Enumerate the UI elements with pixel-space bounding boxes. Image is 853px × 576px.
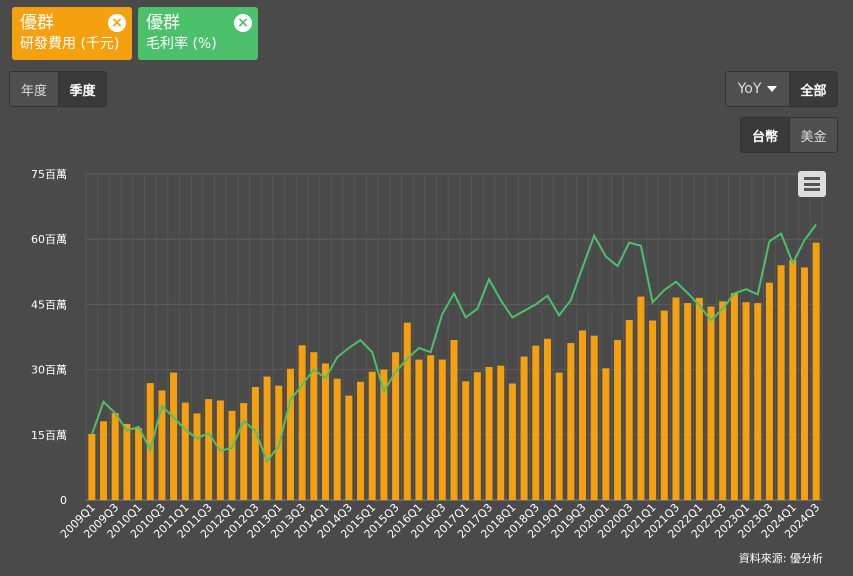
rd-expense-bar[interactable]: [508, 383, 516, 500]
rd-expense-bar[interactable]: [228, 410, 236, 500]
twd-button[interactable]: 台幣: [741, 118, 789, 152]
rd-expense-bar[interactable]: [637, 296, 645, 500]
chip-company-name: 優群: [20, 13, 54, 33]
rd-expense-bar[interactable]: [789, 260, 797, 500]
rd-expense-bar[interactable]: [473, 372, 481, 500]
rd-expense-bar[interactable]: [251, 386, 259, 500]
rd-expense-bar[interactable]: [485, 366, 493, 500]
rd-expense-bar[interactable]: [754, 303, 762, 500]
usd-button[interactable]: 美金: [789, 118, 837, 152]
rd-expense-bar[interactable]: [462, 381, 470, 500]
y-tick-label: 45百萬: [31, 298, 67, 311]
hamburger-menu-icon[interactable]: [798, 171, 826, 197]
rd-expense-bar[interactable]: [263, 376, 271, 500]
rd-expense-bar[interactable]: [800, 267, 808, 500]
rd-expense-bar[interactable]: [520, 356, 528, 500]
rd-expense-bar[interactable]: [602, 368, 610, 500]
rd-expense-bar[interactable]: [205, 399, 213, 500]
rd-expense-bar[interactable]: [240, 403, 248, 500]
rd-expense-bar[interactable]: [450, 340, 458, 500]
rd-expense-bar[interactable]: [333, 378, 341, 500]
rd-expense-bar[interactable]: [567, 343, 575, 500]
rd-expense-bar[interactable]: [146, 383, 154, 500]
chip-metric-label: 毛利率 (%): [146, 36, 217, 52]
gross-margin-line: [90, 223, 818, 464]
rd-expense-bar[interactable]: [111, 413, 119, 500]
rd-expense-bar[interactable]: [812, 242, 820, 500]
rd-expense-bar[interactable]: [777, 265, 785, 500]
rd-expense-bar[interactable]: [286, 368, 294, 500]
rd-expense-bar[interactable]: [135, 428, 143, 500]
rd-expense-bar[interactable]: [614, 340, 622, 500]
rd-expense-bar[interactable]: [88, 433, 96, 500]
rd-expense-bar[interactable]: [579, 330, 587, 500]
period-toggle: 年度 季度: [9, 71, 107, 107]
yoy-dropdown[interactable]: YoY: [726, 72, 789, 106]
y-tick-label: 75百萬: [31, 168, 67, 181]
quarterly-button[interactable]: 季度: [58, 72, 106, 106]
rd-expense-bar[interactable]: [555, 372, 563, 500]
data-source: 資料來源: 優分析: [738, 552, 823, 565]
y-tick-label: 60百萬: [31, 233, 67, 246]
all-button[interactable]: 全部: [789, 72, 837, 106]
rd-expense-bar[interactable]: [684, 303, 692, 500]
rd-expense-bar[interactable]: [438, 359, 446, 500]
rd-expense-bar[interactable]: [123, 423, 131, 500]
rd-expense-bar[interactable]: [742, 302, 750, 500]
yoy-group: YoY 全部: [725, 71, 838, 107]
rd-expense-bar[interactable]: [392, 352, 400, 500]
rd-expense-bar[interactable]: [765, 282, 773, 500]
rd-expense-bar[interactable]: [543, 338, 551, 500]
rd-expense-bar[interactable]: [707, 306, 715, 500]
rd-expense-bar[interactable]: [158, 390, 166, 500]
rd-expense-bar[interactable]: [427, 355, 435, 500]
annual-button[interactable]: 年度: [10, 72, 58, 106]
rd-expense-bar[interactable]: [403, 322, 411, 500]
rd-expense-bar[interactable]: [181, 402, 189, 500]
rd-expense-bar[interactable]: [672, 297, 680, 500]
y-tick-label: 30百萬: [31, 364, 67, 377]
rd-expense-bar[interactable]: [298, 345, 306, 500]
y-tick-label: 15百萬: [31, 429, 67, 442]
rd-expense-bar[interactable]: [357, 381, 365, 500]
rd-expense-bar[interactable]: [100, 421, 108, 500]
rd-expense-bar[interactable]: [310, 352, 318, 500]
rd-expense-bar[interactable]: [660, 310, 668, 500]
rd-expense-bar[interactable]: [380, 369, 388, 500]
rd-expense-bar[interactable]: [649, 320, 657, 500]
rd-expense-bar[interactable]: [497, 365, 505, 500]
chip-metric-label: 研發費用 (千元): [20, 36, 120, 52]
rd-expense-bar[interactable]: [170, 372, 178, 500]
rd-expense-bar[interactable]: [345, 395, 353, 500]
rd-expense-bar[interactable]: [368, 371, 376, 500]
chip-gross-margin[interactable]: 優群 毛利率 (%) ×: [138, 7, 258, 60]
close-circle-icon[interactable]: ×: [108, 14, 126, 32]
chip-company-name: 優群: [146, 13, 180, 33]
rd-expense-bar[interactable]: [193, 413, 201, 500]
rd-expense-bar[interactable]: [532, 345, 540, 500]
close-circle-icon[interactable]: ×: [234, 14, 252, 32]
caret-down-icon: [767, 86, 778, 92]
chip-rd-expense[interactable]: 優群 研發費用 (千元) ×: [12, 7, 132, 60]
yoy-label: YoY: [737, 81, 762, 97]
rd-expense-bar[interactable]: [695, 297, 703, 500]
rd-expense-bar[interactable]: [625, 320, 633, 500]
rd-expense-bar[interactable]: [730, 293, 738, 500]
rd-expense-bar[interactable]: [321, 363, 329, 500]
currency-toggle: 台幣 美金: [740, 117, 838, 153]
rd-expense-bar[interactable]: [590, 335, 598, 500]
y-tick-label: 0: [60, 494, 67, 507]
rd-expense-bar[interactable]: [719, 301, 727, 500]
rd-expense-bar[interactable]: [415, 359, 423, 500]
